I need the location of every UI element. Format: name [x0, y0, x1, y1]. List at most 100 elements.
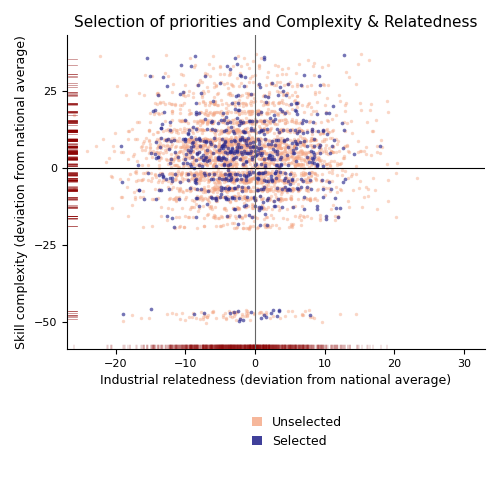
- Point: [256, 107, 264, 115]
- Point: [278, 87, 286, 95]
- Point: [168, 177, 176, 185]
- Point: [218, 135, 226, 143]
- Point: [233, 147, 241, 155]
- Point: [164, 141, 172, 148]
- Point: [276, 127, 284, 135]
- Point: [208, 124, 216, 132]
- Point: [292, 153, 300, 161]
- Point: [328, 143, 336, 151]
- Point: [294, 127, 302, 135]
- Point: [234, 125, 242, 133]
- Point: [184, 186, 192, 194]
- Point: [222, 161, 230, 169]
- Point: [223, 156, 231, 164]
- Point: [230, 175, 238, 183]
- Point: [247, 148, 255, 156]
- Point: [273, 71, 281, 79]
- Point: [276, 141, 284, 148]
- Point: [252, 179, 260, 187]
- Point: [258, 119, 266, 127]
- Point: [341, 175, 349, 183]
- Point: [262, 310, 270, 318]
- Point: [258, 149, 266, 157]
- Point: [240, 128, 248, 136]
- Point: [202, 120, 210, 127]
- Point: [222, 155, 230, 163]
- Point: [198, 125, 206, 133]
- Point: [259, 198, 267, 206]
- Point: [171, 161, 179, 169]
- Point: [270, 173, 278, 181]
- Point: [258, 201, 266, 209]
- Point: [210, 169, 218, 177]
- Point: [216, 169, 224, 176]
- Point: [208, 309, 216, 317]
- Point: [156, 170, 164, 177]
- Point: [244, 172, 252, 179]
- Point: [232, 196, 239, 204]
- Point: [224, 171, 232, 179]
- Point: [232, 172, 240, 179]
- Point: [206, 136, 214, 144]
- Point: [300, 193, 308, 200]
- Point: [209, 162, 217, 170]
- Point: [210, 109, 218, 117]
- Point: [248, 163, 256, 171]
- Point: [250, 212, 258, 220]
- Point: [300, 138, 308, 146]
- Point: [270, 170, 278, 177]
- Point: [298, 176, 306, 184]
- Point: [184, 170, 192, 178]
- Point: [281, 183, 289, 191]
- Point: [218, 100, 226, 108]
- Point: [253, 177, 261, 185]
- Point: [149, 147, 157, 155]
- Point: [201, 69, 209, 77]
- Point: [200, 310, 208, 318]
- Point: [240, 161, 248, 169]
- Point: [218, 160, 226, 168]
- Point: [320, 135, 328, 143]
- Point: [218, 126, 226, 134]
- Point: [314, 196, 322, 204]
- Point: [330, 148, 338, 156]
- Point: [256, 170, 264, 177]
- Point: [213, 188, 221, 196]
- Point: [245, 142, 253, 149]
- Point: [189, 137, 197, 145]
- Point: [319, 80, 327, 88]
- Point: [235, 140, 243, 147]
- Point: [178, 91, 186, 99]
- Point: [174, 152, 182, 160]
- Point: [210, 170, 218, 178]
- Point: [201, 141, 209, 149]
- Point: [220, 160, 228, 168]
- Point: [362, 183, 370, 191]
- Point: [233, 203, 241, 211]
- Point: [201, 149, 209, 157]
- Point: [236, 171, 244, 179]
- Point: [230, 204, 237, 212]
- Point: [208, 173, 216, 181]
- Point: [190, 160, 198, 168]
- Point: [226, 307, 234, 315]
- Point: [301, 142, 309, 149]
- Point: [224, 141, 232, 148]
- Point: [136, 186, 143, 194]
- Point: [299, 141, 307, 148]
- Point: [312, 107, 320, 115]
- Point: [221, 158, 229, 166]
- Point: [168, 183, 176, 191]
- Point: [201, 172, 209, 179]
- Point: [224, 166, 232, 174]
- Point: [210, 187, 218, 195]
- Point: [164, 73, 172, 80]
- Point: [256, 127, 264, 135]
- Point: [173, 152, 181, 160]
- Point: [221, 184, 229, 192]
- Point: [224, 118, 232, 125]
- Point: [230, 308, 237, 316]
- Point: [178, 187, 186, 195]
- Point: [186, 148, 194, 156]
- Point: [310, 194, 318, 202]
